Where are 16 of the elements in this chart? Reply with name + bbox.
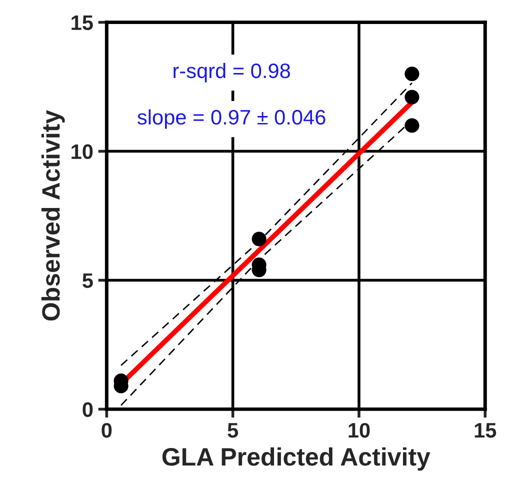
- y-tick-label: 10: [72, 144, 93, 160]
- y-tick-label: 5: [82, 273, 93, 288]
- x-axis-title: GLA Predicted Activity: [162, 447, 430, 471]
- y-axis-title: Observed Activity: [41, 110, 65, 321]
- annotation: r-sqrd = 0.98: [174, 62, 290, 82]
- x-tick-label: 15: [474, 423, 496, 438]
- point: [404, 66, 420, 82]
- x-tick-label: 10: [348, 422, 370, 438]
- annotation: slope = 0.97 ± 0.046: [138, 109, 326, 129]
- point: [404, 90, 420, 104]
- y-tick-label: 15: [72, 16, 93, 30]
- x-tick-label: 0: [102, 422, 112, 438]
- point: [252, 232, 266, 246]
- x-tick-label: 5: [228, 423, 238, 438]
- y-tick-label: 0: [82, 402, 93, 417]
- point: [404, 118, 420, 133]
